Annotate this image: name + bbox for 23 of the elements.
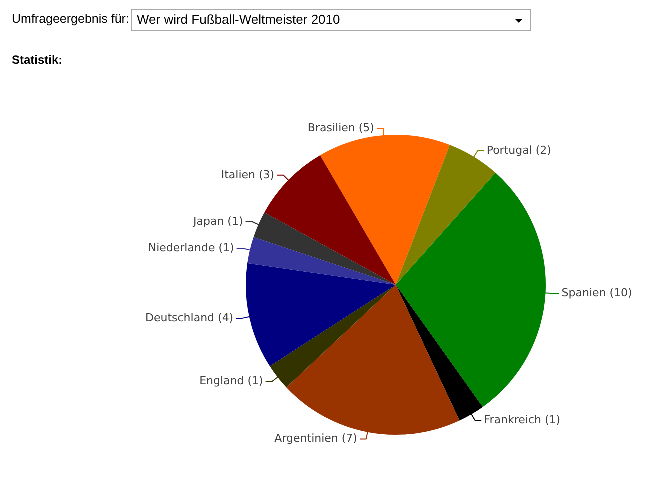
data-label: (2) — [536, 144, 552, 157]
slice-label: Italien — [221, 168, 256, 182]
slice-label: Japan — [192, 214, 224, 228]
slice-label: Argentinien — [274, 432, 338, 446]
slice-label: Niederlande — [148, 241, 216, 254]
slice-label: England — [200, 374, 244, 388]
text: Umfrageergebnis für: — [12, 12, 130, 26]
chart-title: Wer wird Fußball-Weltmeister 2010 — [137, 12, 340, 27]
data-label: (4) — [218, 311, 234, 324]
data-label: (1) — [218, 241, 234, 254]
data-label: (10) — [610, 286, 632, 300]
data-label: (7) — [342, 432, 358, 446]
data-label: (5) — [358, 121, 374, 134]
data-label: (1) — [228, 214, 244, 228]
slice-label: Frankreich — [484, 413, 542, 426]
text: Statistik: — [12, 53, 63, 67]
data-label: (3) — [259, 168, 275, 182]
slice-label: Deutschland — [146, 311, 215, 324]
slice-label: Portugal — [486, 144, 532, 157]
data-label: (1) — [544, 413, 561, 426]
slice-label: Spanien — [562, 286, 606, 300]
slice-label: Brasilien — [308, 121, 356, 134]
data-label: (1) — [248, 374, 264, 388]
